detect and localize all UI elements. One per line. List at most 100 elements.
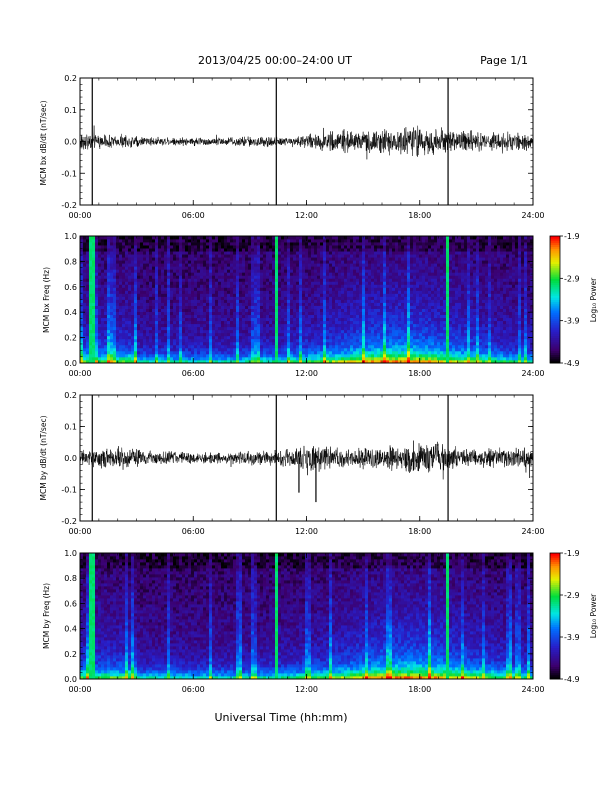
bx-spectrogram-cell [251,272,255,276]
bx-spectrogram-cell [101,272,105,276]
bx-spectrogram-cell [158,266,162,270]
bx-spectrogram-cell [149,344,153,349]
bx-spectrogram-cell [326,338,330,343]
bx-spectrogram-cell [392,281,396,285]
bx-spectrogram-cell [170,353,174,358]
bx-spectrogram-cell [239,338,243,343]
bx-spectrogram-cell [140,251,144,255]
bx-spectrogram-cell [293,254,297,258]
bx-spectrogram-cell [233,242,237,246]
bx-spectrogram-cell [116,329,120,334]
bx-spectrogram-cell [200,287,204,291]
bx-spectrogram-cell [275,257,279,261]
bx-spectrogram-cell [98,284,102,288]
bx-spectrogram-cell [287,347,291,352]
bx-spectrogram-cell [308,353,312,358]
bx-spectrogram-cell [83,338,87,343]
bx-spectrogram-cell [242,242,246,246]
bx-spectrogram-cell [299,245,303,249]
bx-spectrogram-cell [197,293,201,297]
bx-spectrogram-cell [206,359,210,364]
bx-spectrogram-cell [137,242,141,246]
bx-spectrogram-cell [218,251,222,255]
bx-spectrogram-cell [359,296,363,300]
bx-spectrogram-cell [269,359,273,364]
bx-spectrogram-cell [119,260,123,264]
bx-spectrogram-cell [122,314,126,319]
bx-spectrogram-cell [299,338,303,343]
bx-spectrogram-cell [80,257,84,261]
bx-spectrogram-cell [305,266,309,270]
bx-spectrogram-cell [317,290,321,294]
bx-spectrogram-cell [377,242,381,246]
bx-spectrogram-cell [101,299,105,303]
bx-spectrogram-cell [248,356,252,361]
bx-spectrogram-cell [209,242,213,246]
bx-spectrogram-cell [206,344,210,349]
bx-spectrogram-cell [113,236,117,240]
bx-spectrogram-cell [227,287,231,291]
bx-spectrogram-cell [92,302,96,306]
bx-spectrogram-cell [254,329,258,334]
bx-spectrogram-cell [338,338,342,343]
bx-spectrogram-cell [311,275,315,279]
bx-spectrogram-cell [161,356,165,361]
bx-spectrogram-cell [320,293,324,297]
bx-spectrogram-cell [134,344,138,349]
bx-spectrogram-cell [302,305,306,309]
bx-spectrogram-cell [122,329,126,334]
bx-spectrogram-cell [236,236,240,240]
bx-spectrogram-cell [365,311,369,316]
bx-spectrogram-cell [164,335,168,340]
bx-spectrogram-cell [299,323,303,328]
bx-spectrogram-cell [104,359,108,364]
bx-spectrogram-cell [413,260,417,264]
bx-spectrogram-cell [314,314,318,319]
bx-spectrogram-cell [80,332,84,337]
bx-spectrogram-cell [323,311,327,316]
bx-spectrogram-cell [266,350,270,355]
bx-spectrogram-cell [239,293,243,297]
bx-spectrogram-cell [194,263,198,267]
bx-spectrogram-cell [395,323,399,328]
bx-spectrogram-cell [362,284,366,288]
bx-spectrogram-cell [242,350,246,355]
bx-spectrogram-cell [200,260,204,264]
bx-spectrogram-cell [374,293,378,297]
bx-spectrogram-cell [224,272,228,276]
bx-spectrogram-cell [128,251,132,255]
bx-spectrogram-cell [161,239,165,243]
bx-spectrogram-cell [332,320,336,325]
bx-spectrogram-cell [248,338,252,343]
bx-spectrogram-cell [125,347,129,352]
bx-spectrogram-cell [296,338,300,343]
bx-spectrogram-cell [215,254,219,258]
bx-spectrogram-cell [257,251,261,255]
bx-spectrogram-cell [308,359,312,364]
bx-spectrogram-cell [356,317,360,322]
bx-spectrogram-cell [344,317,348,322]
bx-spectrogram-cell [158,284,162,288]
bx-spectrogram-cell [254,353,258,358]
bx-spectrogram-cell [344,311,348,316]
bx-spectrogram-cell [161,323,165,328]
bx-spectrogram-cell [281,284,285,288]
bx-spectrogram-cell [173,272,177,276]
bx-spectrogram-cell [290,236,294,240]
bx-spectrogram-cell [179,248,183,252]
bx-spectrogram-cell [425,317,429,322]
bx-spectrogram-cell [413,287,417,291]
bx-spectrogram-cell [206,329,210,334]
bx-spectrogram-cell [344,326,348,331]
bx-spectrogram-cell [86,326,90,331]
bx-spectrogram-cell [86,344,90,349]
bx-spectrogram-cell [299,275,303,279]
bx-dbdt-panel: MCM bx dB/dt (nT/sec) 0.20.10.0-0.1-0.20… [39,74,545,220]
bx-spectrogram-cell [113,347,117,352]
bx-spectrogram-cell [317,239,321,243]
bx-spectrogram-cell [386,275,390,279]
bx-spectrogram-cell [341,347,345,352]
bx-spectrogram-cell [275,311,279,316]
bx-spectrogram-cell [353,236,357,240]
bx-spectrogram-cell [209,326,213,331]
